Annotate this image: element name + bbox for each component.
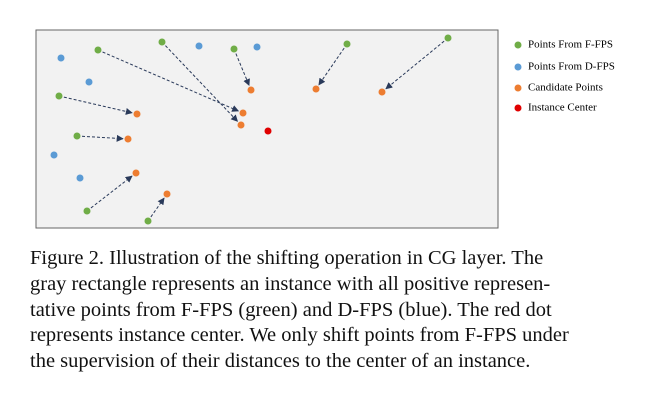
caption: Figure 2. Illustration of the shifting o… — [30, 246, 640, 375]
point — [132, 169, 140, 177]
point — [73, 132, 81, 140]
legend-dot — [514, 41, 522, 49]
caption-line: the supervision of their distances to th… — [30, 350, 531, 373]
caption-line: gray rectangle represents an instance wi… — [30, 272, 551, 295]
shift-arrow — [150, 197, 165, 218]
shift-arrow — [90, 175, 133, 209]
point — [124, 135, 132, 143]
point — [144, 217, 152, 225]
point — [195, 42, 203, 50]
point — [85, 78, 93, 86]
shift-arrow — [81, 134, 124, 142]
point — [57, 54, 65, 62]
caption-line: tative points from F-FPS (green) and D-F… — [30, 298, 552, 321]
caption-line: represents instance center. We only shif… — [30, 324, 569, 347]
point — [76, 174, 84, 182]
shift-arrow — [63, 96, 133, 115]
caption-line: Figure 2. Illustration of the shifting o… — [30, 247, 544, 269]
point — [158, 38, 166, 46]
legend-label: Points From D-FPS — [528, 61, 615, 73]
point — [163, 190, 171, 198]
shift-arrow — [235, 53, 250, 87]
shift-arrow — [318, 47, 345, 86]
legend-label: Candidate Points — [528, 82, 603, 94]
point — [55, 92, 63, 100]
point — [239, 109, 247, 117]
point — [50, 151, 58, 159]
point — [444, 34, 452, 42]
point — [378, 88, 386, 96]
shift-arrow — [165, 45, 239, 122]
point — [343, 40, 351, 48]
point — [253, 43, 261, 51]
point — [83, 207, 91, 215]
legend-label: Instance Center — [528, 102, 597, 114]
point — [94, 46, 102, 54]
point — [133, 110, 141, 118]
point — [312, 85, 320, 93]
legend-dot — [514, 104, 522, 112]
legend-label: Points From F-FPS — [528, 39, 613, 51]
point — [247, 86, 255, 94]
legend-dot — [514, 84, 522, 92]
point — [237, 121, 245, 129]
point — [230, 45, 238, 53]
legend-dot — [514, 63, 522, 71]
figure: Points From F-FPS Points From D-FPS Cand… — [35, 29, 615, 229]
point — [264, 127, 272, 135]
shift-arrow — [385, 40, 445, 90]
